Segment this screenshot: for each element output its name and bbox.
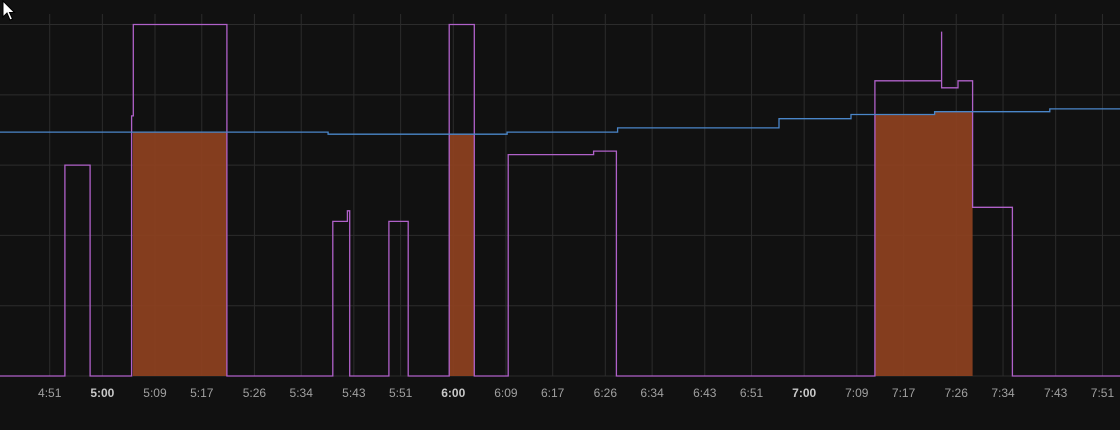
x-tick-label: 7:17 xyxy=(892,386,916,400)
x-tick-label: 7:43 xyxy=(1044,386,1068,400)
x-tick-label: 6:17 xyxy=(541,386,565,400)
x-tick-label: 7:34 xyxy=(991,386,1015,400)
x-tick-label: 5:09 xyxy=(143,386,167,400)
x-tick-label: 7:09 xyxy=(845,386,869,400)
x-axis: 4:51 5:00 5:09 5:17 5:26 5:34 5:43 5:51 6:00 6:09… xyxy=(38,386,1114,400)
x-tick-label: 5:26 xyxy=(243,386,267,400)
series-line-1 xyxy=(0,23,1120,377)
x-tick-label: 5:51 xyxy=(389,386,413,400)
x-tick-label: 6:43 xyxy=(693,386,717,400)
x-tick-label: 5:43 xyxy=(342,386,366,400)
series-line-2 xyxy=(0,108,1120,135)
x-tick-label: 5:00 xyxy=(90,386,114,400)
x-tick-label: 6:51 xyxy=(740,386,764,400)
x-tick-label: 6:09 xyxy=(494,386,518,400)
x-tick-label: 7:51 xyxy=(1091,386,1115,400)
x-tick-label: 7:00 xyxy=(792,386,816,400)
x-tick-label: 6:00 xyxy=(441,386,465,400)
series-layer xyxy=(0,23,1120,377)
x-tick-label: 7:26 xyxy=(945,386,969,400)
x-tick-label: 6:34 xyxy=(640,386,664,400)
x-tick-label: 6:26 xyxy=(594,386,618,400)
x-tick-label: 5:17 xyxy=(190,386,214,400)
series-area-0 xyxy=(0,111,1120,376)
x-tick-label: 5:34 xyxy=(290,386,314,400)
arrow-pointer-icon xyxy=(2,0,16,27)
x-tick-label: 4:51 xyxy=(38,386,62,400)
